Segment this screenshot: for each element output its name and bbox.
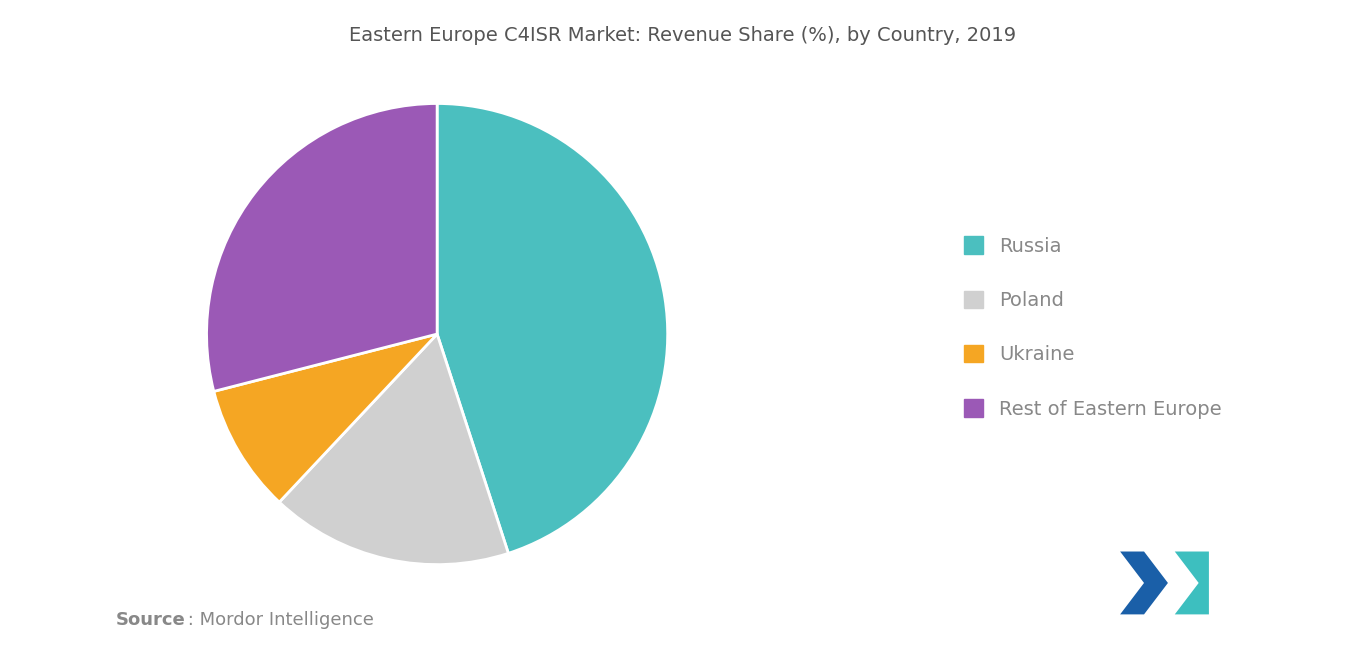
Polygon shape bbox=[1120, 552, 1168, 614]
Wedge shape bbox=[206, 103, 437, 392]
Wedge shape bbox=[214, 334, 437, 502]
Wedge shape bbox=[437, 103, 668, 553]
Wedge shape bbox=[279, 334, 508, 565]
Text: Source: Source bbox=[116, 611, 186, 629]
Text: Eastern Europe C4ISR Market: Revenue Share (%), by Country, 2019: Eastern Europe C4ISR Market: Revenue Sha… bbox=[350, 26, 1016, 45]
Text: : Mordor Intelligence: : Mordor Intelligence bbox=[182, 611, 373, 629]
Legend: Russia, Poland, Ukraine, Rest of Eastern Europe: Russia, Poland, Ukraine, Rest of Eastern… bbox=[955, 227, 1231, 428]
Polygon shape bbox=[1175, 552, 1209, 614]
